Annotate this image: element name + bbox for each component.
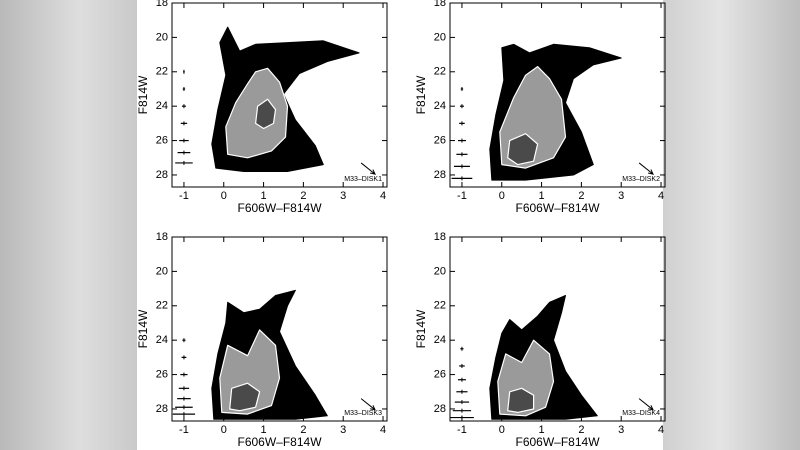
x-axis-label: F606W–F814W bbox=[237, 435, 322, 449]
y-tick-label: 26 bbox=[156, 134, 168, 146]
x-tick-label: -1 bbox=[179, 424, 189, 436]
x-tick-label: -1 bbox=[457, 190, 467, 202]
panel-label: M33–DISK2 bbox=[622, 176, 660, 183]
y-tick-label: 26 bbox=[434, 134, 446, 146]
reddening-arrow bbox=[638, 162, 654, 175]
x-axis-label: F606W–F814W bbox=[515, 201, 600, 215]
panel-label: M33–DISK4 bbox=[622, 410, 660, 417]
y-tick-label: 28 bbox=[156, 169, 168, 181]
density-region bbox=[255, 98, 277, 130]
x-axis-label: F606W–F814W bbox=[515, 435, 600, 449]
reddening-arrow bbox=[360, 162, 376, 175]
panel: -1 0 1 2 3 4 18 20 22 24 26 28 F606W–F814W F814W M33–D… bbox=[414, 0, 666, 215]
x-tick-label: 2 bbox=[578, 424, 584, 436]
x-tick-label: 4 bbox=[380, 190, 386, 202]
y-tick-label: 28 bbox=[434, 403, 446, 415]
x-tick-label: -1 bbox=[179, 190, 189, 202]
y-tick-label: 20 bbox=[434, 265, 446, 277]
y-tick-label: 24 bbox=[434, 334, 446, 346]
plot-area bbox=[451, 43, 654, 181]
y-tick-label: 28 bbox=[156, 403, 168, 415]
y-tick-label: 18 bbox=[156, 231, 168, 243]
reddening-arrow bbox=[638, 398, 654, 411]
y-tick-label: 22 bbox=[156, 66, 168, 78]
x-tick-label: -1 bbox=[457, 424, 467, 436]
y-tick-label: 22 bbox=[156, 300, 168, 312]
plot-frame bbox=[449, 236, 666, 422]
density-region bbox=[507, 133, 539, 166]
x-tick-label: 0 bbox=[221, 424, 227, 436]
y-tick-label: 22 bbox=[434, 66, 446, 78]
y-tick-label: 18 bbox=[434, 0, 446, 9]
y-tick-label: 20 bbox=[434, 31, 446, 43]
x-tick-label: 2 bbox=[300, 190, 306, 202]
x-tick-label: 1 bbox=[539, 190, 545, 202]
x-tick-label: 0 bbox=[221, 190, 227, 202]
x-tick-label: 4 bbox=[658, 424, 664, 436]
y-axis-label: F814W bbox=[414, 309, 428, 348]
plot-area bbox=[172, 289, 376, 420]
y-tick-label: 20 bbox=[156, 31, 168, 43]
x-tick-label: 2 bbox=[300, 424, 306, 436]
y-tick-label: 22 bbox=[434, 300, 446, 312]
y-tick-label: 28 bbox=[434, 169, 446, 181]
x-tick-label: 3 bbox=[618, 424, 624, 436]
x-tick-label: 1 bbox=[261, 424, 267, 436]
x-tick-label: 3 bbox=[340, 190, 346, 202]
density-region bbox=[507, 387, 535, 413]
panel-label: M33–DISK1 bbox=[344, 176, 382, 183]
y-tick-label: 18 bbox=[434, 231, 446, 243]
y-tick-label: 24 bbox=[434, 100, 446, 112]
reddening-arrow bbox=[360, 398, 376, 411]
plot-area bbox=[175, 26, 376, 175]
panel: -1 0 1 2 3 4 18 20 22 24 26 28 F606W–F814W F814W M33–D… bbox=[414, 231, 666, 449]
y-axis-label: F814W bbox=[414, 75, 428, 114]
x-tick-label: 1 bbox=[539, 424, 545, 436]
y-tick-label: 26 bbox=[434, 368, 446, 380]
x-tick-label: 0 bbox=[499, 424, 505, 436]
x-tick-label: 4 bbox=[658, 190, 664, 202]
x-tick-label: 2 bbox=[578, 190, 584, 202]
plot-frame bbox=[171, 236, 388, 422]
x-axis-label: F606W–F814W bbox=[237, 201, 322, 215]
density-region bbox=[229, 382, 261, 412]
y-tick-label: 24 bbox=[156, 100, 168, 112]
x-tick-label: 3 bbox=[618, 190, 624, 202]
panel: -1 0 1 2 3 4 18 20 22 24 26 28 F606W–F814W F814W M33–D… bbox=[136, 231, 388, 449]
y-axis-label: F814W bbox=[136, 309, 150, 348]
y-tick-label: 24 bbox=[156, 334, 168, 346]
x-tick-label: 3 bbox=[340, 424, 346, 436]
x-tick-label: 1 bbox=[261, 190, 267, 202]
plot-area bbox=[450, 295, 654, 420]
x-tick-label: 0 bbox=[499, 190, 505, 202]
panel: -1 0 1 2 3 4 18 20 22 24 26 28 F606W–F814W F814W M33–D… bbox=[136, 0, 388, 215]
x-tick-label: 4 bbox=[380, 424, 386, 436]
y-tick-label: 20 bbox=[156, 265, 168, 277]
plot-frame bbox=[171, 2, 388, 188]
y-tick-label: 26 bbox=[156, 368, 168, 380]
plot-frame bbox=[449, 2, 666, 188]
y-axis-label: F814W bbox=[136, 75, 150, 114]
y-tick-label: 18 bbox=[156, 0, 168, 9]
panel-label: M33–DISK3 bbox=[344, 410, 382, 417]
